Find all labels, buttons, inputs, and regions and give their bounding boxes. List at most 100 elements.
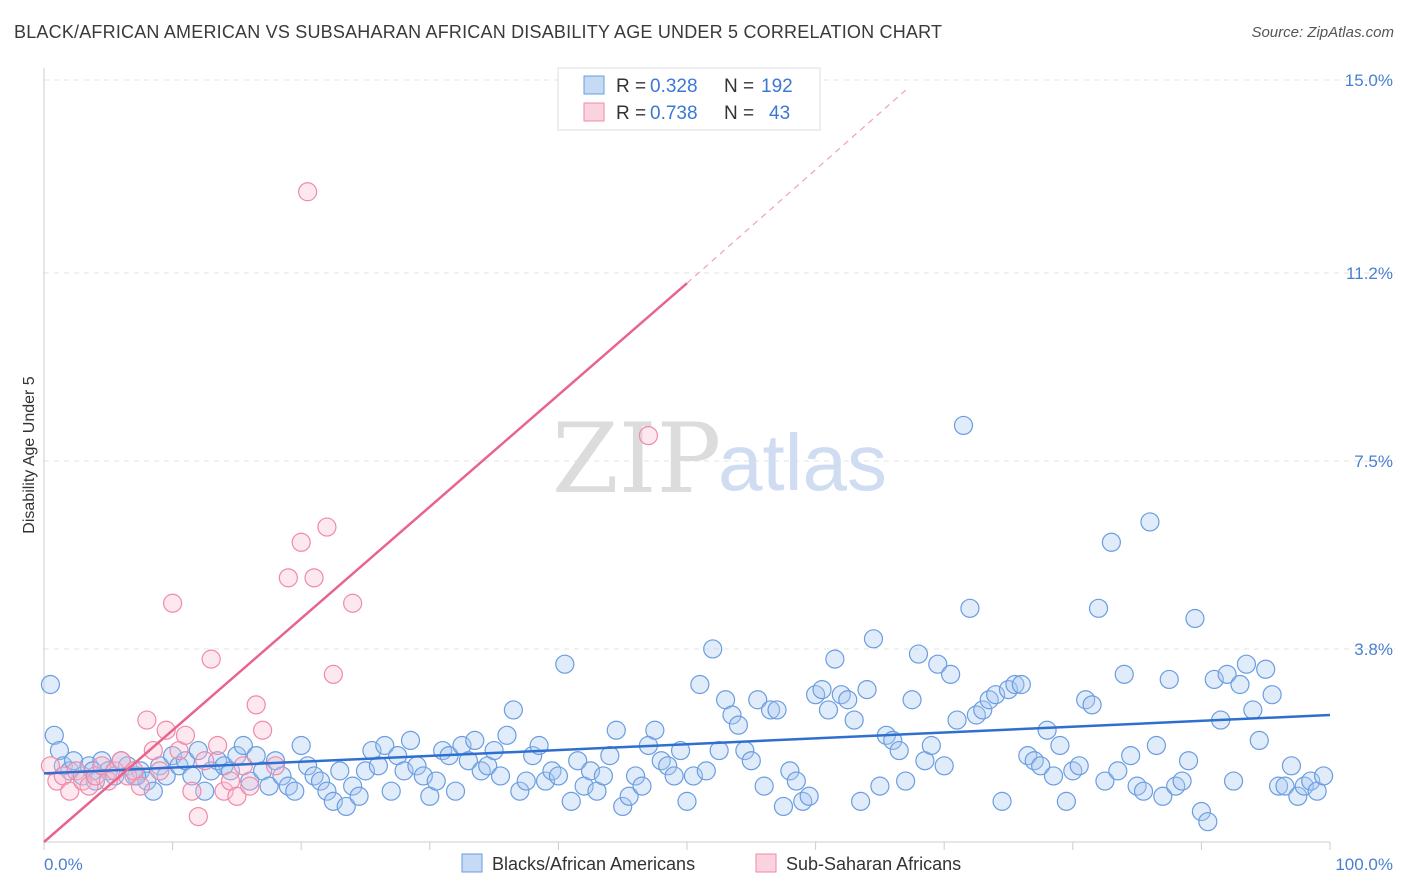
blue-point-82 [561,791,581,811]
y-tick-labels: 3.8% 7.5% 11.2% 15.0% [1345,71,1393,659]
blue-point-16 [137,771,157,791]
blue-point-149 [992,791,1012,811]
blue-point-15 [130,761,151,781]
blue-point-83 [568,751,588,771]
blue-point-138 [921,735,941,756]
blue-point-129 [863,629,884,649]
bottom-legend-swatch-blue [461,853,483,873]
blue-point-124 [831,685,851,705]
watermark: ZIP atlas [552,403,887,515]
blue-point-130 [870,776,890,796]
blue-point-123 [825,649,845,669]
bottom-legend-swatch-pink [755,853,777,873]
blue-point-144 [960,598,980,618]
blue-point-112 [754,776,774,796]
blue-point-108 [728,715,749,735]
blue-point-187 [1236,654,1257,674]
blue-point-47 [336,796,356,817]
blue-point-119 [799,786,819,806]
pink-point-15 [137,710,157,730]
blue-point-81 [555,654,575,674]
pink-point-31 [240,776,260,796]
blue-point-126 [844,710,864,730]
pink-point-42 [638,426,659,446]
series-blacks-african-americans [40,415,1334,832]
blue-point-172 [1140,512,1160,532]
blue-point-166 [1101,532,1121,552]
blue-point-135 [902,690,922,710]
pink-point-38 [304,568,324,588]
blue-point-199 [1313,766,1334,786]
legend-box: R = 0.328 N = 192 R = 0.738 N = 43 [557,67,821,131]
blue-point-24 [188,740,208,761]
y-tick-label-2: 11.2% [1346,264,1393,283]
legend-r-value-2: 0.738 [650,103,698,124]
blue-point-196 [1294,776,1314,796]
legend-n-label-2: N = [724,103,754,124]
legend-n-label-1: N = [724,76,754,97]
blue-point-143 [953,415,974,436]
blue-point-157 [1043,766,1064,786]
blue-point-173 [1146,735,1166,756]
blue-point-156 [1037,720,1057,740]
legend-r-label-1: R = [616,76,646,97]
x-tick-label-0: 0.0% [44,855,83,874]
bottom-legend-label-blue: Blacks/African Americans [492,854,695,874]
blue-point-80 [548,766,569,786]
blue-point-114 [767,700,787,720]
blue-point-154 [1024,751,1044,771]
blue-point-111 [748,690,768,710]
chart-title: BLACK/AFRICAN AMERICAN VS SUBSAHARAN AFR… [14,22,943,42]
blue-point-163 [1082,695,1102,715]
blue-point-96 [651,751,671,771]
series-sub-saharan-africans [40,111,659,827]
blue-point-147 [979,690,999,710]
blue-point-115 [773,796,794,817]
blue-point-181 [1198,812,1218,832]
blue-point-90 [613,796,633,817]
legend-r-value-1: 0.328 [650,76,698,97]
pink-point-3 [60,781,80,801]
pink-point-40 [323,664,343,684]
blue-point-177 [1172,771,1192,791]
blue-point-146 [973,700,993,720]
legend-swatch-blue [583,75,605,95]
blue-point-184 [1217,664,1237,684]
pink-point-25 [201,649,221,669]
blue-point-73 [503,700,523,720]
blue-point-43 [310,771,331,791]
legend-n-value-1: 192 [761,76,793,97]
blue-point-35 [259,776,279,796]
blue-point-91 [619,786,639,806]
pink-point-19 [163,593,183,613]
pink-point-21 [175,725,196,745]
blue-point-1 [44,725,64,745]
blue-point-103 [696,761,716,781]
blue-point-54 [381,781,401,801]
blue-point-118 [793,791,813,811]
pink-point-18 [156,720,176,740]
blue-point-141 [941,664,961,684]
blue-point-193 [1275,776,1295,796]
blue-point-49 [349,786,369,806]
blue-point-39 [285,781,305,801]
pink-point-17 [150,761,170,781]
y-tick-label-0: 3.8% [1354,640,1393,659]
blue-point-61 [426,771,446,791]
y-tick-label-1: 7.5% [1354,452,1393,471]
blue-point-42 [304,766,324,786]
blue-point-68 [471,761,491,781]
blue-point-169 [1121,746,1141,766]
blue-point-71 [490,766,511,786]
blue-point-188 [1243,700,1263,720]
blue-point-182 [1204,669,1224,690]
pink-point-35 [278,568,298,588]
blue-point-89 [606,720,626,740]
blue-point-197 [1301,771,1321,791]
blue-point-67 [465,730,485,751]
blue-point-128 [857,679,877,700]
blue-point-97 [658,756,678,776]
blue-point-46 [330,761,350,781]
blue-point-133 [889,740,909,761]
